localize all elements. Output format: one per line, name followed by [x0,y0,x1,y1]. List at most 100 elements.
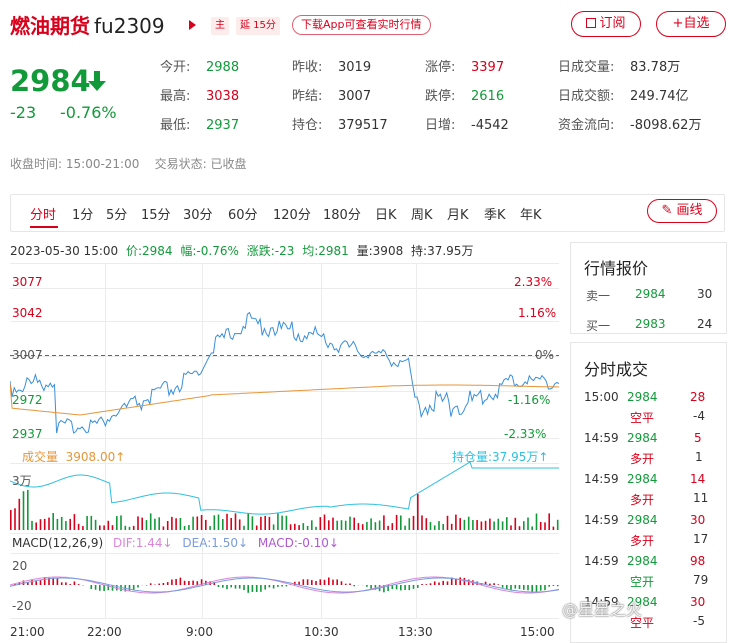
macd-bar [65,582,67,585]
macd-bar [145,585,148,586]
volume-bar [103,525,105,530]
x-tick-2100: 21:00 [10,625,45,639]
tab-5min[interactable]: 5分 [106,208,128,223]
tab-60min[interactable]: 60分 [228,208,258,223]
money-flow-value: -8098.62万 [630,118,702,133]
day-volume-label: 日成交量: [558,60,615,75]
subscribe-icon [586,18,597,28]
day-volume-field: 日成交量: 83.78万 [558,56,680,75]
trade-row-time: 14:59 [584,595,619,609]
macd-bar [213,582,216,585]
tab-120min[interactable]: 120分 [273,208,311,223]
volume-bar [213,515,216,530]
macd-bar [510,585,512,591]
prev-close-label: 昨收: [292,60,323,75]
macd-bar [319,579,322,585]
volume-bar [450,523,453,530]
macd-bar [103,585,105,591]
tab-30min[interactable]: 30分 [183,208,213,223]
volume-bar [39,519,42,530]
trade-row-volume: 5 [694,431,702,445]
trade-row-type: 空平 [630,411,655,425]
pen-icon: ✎ [661,203,673,218]
macd-value: MACD:-0.10↓ [257,536,339,550]
trade-row-volume: 28 [690,390,706,404]
info-price: 价:2984 [125,244,173,258]
macd-bar [209,581,211,585]
volume-bar [467,516,470,530]
volume-bar [463,519,466,530]
volume-bar [523,521,525,530]
macd-bar [353,585,355,587]
volume-bar [349,516,351,530]
macd-bar [171,579,173,585]
x-tick-1030: 10:30 [304,625,339,639]
macd-bar [27,582,29,585]
tab-quarterly[interactable]: 季K [484,208,506,223]
macd-bar [552,585,555,586]
tab-yearly[interactable]: 年K [520,208,542,223]
volume-bar [209,526,211,530]
macd-bar [60,582,63,585]
active-tab-underline [30,226,58,228]
macd-bar [484,581,487,585]
macd-axis-bottom: -20 [12,599,32,613]
macd-bar [222,585,224,588]
tab-180min[interactable]: 180分 [323,208,361,223]
trade-row-price: 2984 [627,431,658,445]
intraday-chart[interactable] [10,263,559,643]
macd-bar [489,583,491,585]
volume-axis-label: 3万 [12,474,32,488]
macd-bar [238,585,241,589]
tab-monthly[interactable]: 月K [447,208,469,223]
volume-title: 成交量 [22,450,59,464]
volume-bar [56,518,59,530]
tab-weekly[interactable]: 周K [411,208,433,223]
volume-bar [120,515,122,530]
macd-bar [90,585,93,589]
volume-bar [94,519,97,530]
trade-row-type: 空平 [630,616,655,630]
tab-intraday[interactable]: 分时 [30,208,57,223]
prev-settle-label: 昨结: [292,89,323,104]
macd-bars [14,577,559,593]
high-field: 最高: 3038 [160,85,239,104]
draw-line-button[interactable]: ✎ 画线 [647,199,717,223]
subscribe-button[interactable]: 订阅 [571,11,641,37]
volume-bar [378,520,381,530]
volume-bar [141,517,143,530]
y-label-mid: 3007 [12,348,43,362]
volume-bar [196,516,199,530]
volume-bar [315,526,317,530]
watermark: @星星之火 [562,600,643,619]
macd-bar [306,579,309,585]
macd-bar [349,583,351,585]
add-favorite-button[interactable]: +自选 [656,11,726,37]
download-app-button[interactable]: 下载App可查看实时行情 [292,15,431,35]
tab-1min[interactable]: 1分 [72,208,94,223]
macd-bar [446,581,449,585]
pct-label-mid: 0% [535,348,555,362]
macd-bar [69,584,71,585]
y-label-lower: 2972 [12,393,43,407]
volume-bar [480,521,483,530]
market-status: 收盘时间: 15:00-21:00 交易状态: 已收盘 [10,155,247,172]
tab-15min[interactable]: 15分 [141,208,171,223]
trade-row-time: 14:59 [584,554,619,568]
volume-bars [10,489,559,530]
volume-bar [552,526,555,530]
tab-daily[interactable]: 日K [375,208,397,223]
volume-bar [421,515,423,530]
quote-panel [570,242,727,334]
volume-bar [171,516,173,530]
x-tick-1330: 13:30 [398,625,433,639]
macd-bar [158,583,160,585]
play-icon[interactable] [189,20,196,30]
volume-bar [425,518,428,530]
volume-bar [404,525,406,530]
limit-down-value: 2616 [471,89,505,104]
volume-bar [370,518,372,530]
trade-row-oi: 79 [693,573,709,587]
volume-bar [493,521,495,530]
volume-bar [22,491,25,530]
